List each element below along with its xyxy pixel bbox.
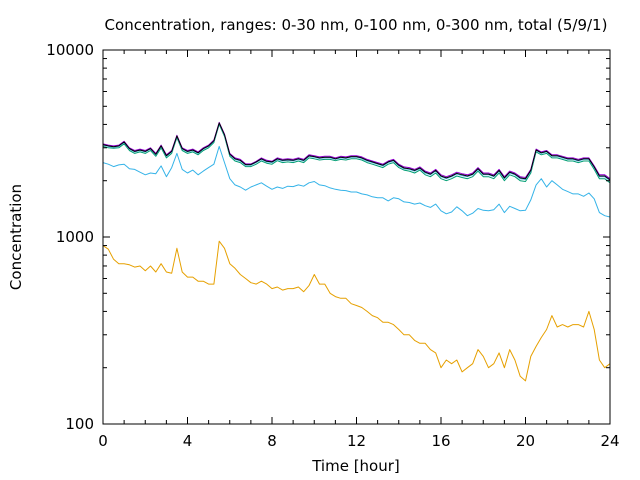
x-tick-label: 24 bbox=[600, 432, 619, 450]
chart-title: Concentration, ranges: 0-30 nm, 0-100 nm… bbox=[105, 16, 608, 34]
series-line-4 bbox=[102, 122, 611, 182]
y-tick-label: 1000 bbox=[56, 228, 94, 246]
series-line-1 bbox=[102, 240, 611, 382]
x-tick-label: 20 bbox=[516, 432, 535, 450]
x-axis: 0 4 8 12 16 20 24 bbox=[98, 50, 620, 450]
y-axis-label: Concentration bbox=[7, 184, 25, 290]
plot-frame bbox=[102, 49, 611, 425]
x-tick-label: 8 bbox=[267, 432, 277, 450]
x-tick-label: 16 bbox=[431, 432, 450, 450]
y-axis: 100 1000 10000 bbox=[46, 41, 610, 433]
series-line-3 bbox=[102, 123, 611, 184]
y-tick-label: 100 bbox=[65, 415, 94, 433]
series-line-6 bbox=[102, 122, 611, 181]
series-layer bbox=[102, 121, 611, 382]
x-tick-label: 4 bbox=[183, 432, 193, 450]
x-axis-label: Time [hour] bbox=[311, 457, 400, 475]
series-line-2 bbox=[102, 145, 611, 218]
y-tick-label: 10000 bbox=[46, 41, 94, 59]
x-tick-label: 12 bbox=[347, 432, 366, 450]
series-line-5 bbox=[102, 121, 611, 180]
x-tick-label: 0 bbox=[98, 432, 108, 450]
